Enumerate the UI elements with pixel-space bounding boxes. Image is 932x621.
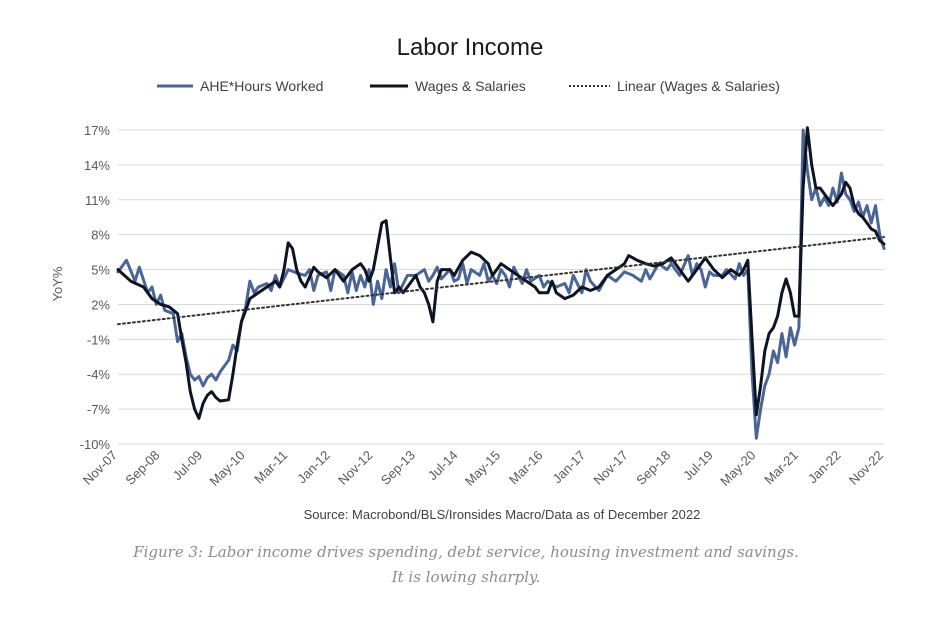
x-tick-label: Sep-08 <box>122 448 162 488</box>
x-tick-label: Mar-21 <box>761 448 801 488</box>
grid-lines <box>118 129 884 445</box>
legend-label-wages: Wages & Salaries <box>415 78 526 94</box>
x-tick-label: Sep-13 <box>378 448 418 488</box>
x-tick-label: Nov-17 <box>591 448 631 488</box>
x-tick-label: Nov-12 <box>335 448 375 488</box>
x-tick-label: Jan-17 <box>550 448 589 487</box>
x-tick-label: Jul-14 <box>425 448 461 484</box>
y-tick-label: -7% <box>87 402 111 417</box>
figure-caption-line-1: Figure 3: Labor income drives spending, … <box>133 543 799 561</box>
x-tick-label: May-15 <box>462 448 503 489</box>
y-axis-label: YoY% <box>50 266 65 301</box>
x-tick-label: Nov-07 <box>80 448 120 488</box>
x-tick-label: May-20 <box>717 448 758 489</box>
x-tick-label: May-10 <box>207 448 248 489</box>
series-line-ahe-hours-worked <box>116 128 886 440</box>
series-line-wages-salaries <box>116 126 886 420</box>
y-tick-label: -1% <box>87 332 111 347</box>
series-lines <box>116 126 886 440</box>
x-tick-label: Jul-19 <box>680 448 716 484</box>
y-tick-label: 8% <box>91 228 110 243</box>
series-line-linear-trend <box>117 236 885 326</box>
y-tick-label: 14% <box>84 158 110 173</box>
x-tick-label: Sep-18 <box>633 448 673 488</box>
x-tick-label: Mar-16 <box>506 448 546 488</box>
legend-label-ahe: AHE*Hours Worked <box>200 78 323 94</box>
x-tick-label: Mar-11 <box>251 448 290 487</box>
y-tick-label: -4% <box>87 367 111 382</box>
chart-title: Labor Income <box>397 34 544 61</box>
y-tick-label: 5% <box>91 263 110 278</box>
source-note: Source: Macrobond/BLS/Ironsides Macro/Da… <box>304 507 701 520</box>
x-tick-label: Jan-12 <box>294 448 333 487</box>
x-tick-label: Nov-22 <box>846 448 886 488</box>
x-tick-label: Jan-22 <box>805 448 844 487</box>
labor-income-chart: Labor Income AHE*Hours Worked Wages & Sa… <box>50 34 886 520</box>
legend-label-linear: Linear (Wages & Salaries) <box>617 78 780 94</box>
y-tick-label: -10% <box>80 437 111 452</box>
figure-caption-line-2: It is lowing sharply. <box>391 568 541 586</box>
x-axis-ticks: Nov-07 Sep-08 Jul-09 May-10 Mar-11 Jan-12 Nov-… <box>80 448 886 489</box>
y-tick-label: 17% <box>84 123 110 138</box>
x-tick-label: Jul-09 <box>170 448 206 484</box>
legend: AHE*Hours Worked Wages & Salaries Linear… <box>157 78 780 94</box>
y-tick-label: 2% <box>91 297 110 312</box>
y-tick-label: 11% <box>85 193 110 208</box>
y-axis-ticks: 17% 14% 11% 8% 5% 2% -1% -4% -7% -10% <box>80 123 111 452</box>
